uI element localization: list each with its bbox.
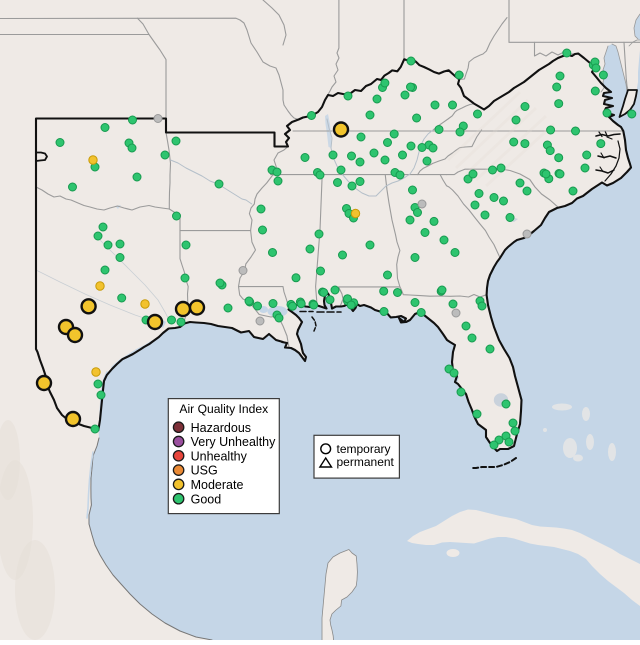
- svg-text:USG: USG: [191, 464, 218, 478]
- svg-text:Moderate: Moderate: [191, 478, 244, 492]
- svg-text:temporary: temporary: [337, 442, 391, 456]
- svg-text:Very Unhealthy: Very Unhealthy: [191, 435, 277, 449]
- svg-text:permanent: permanent: [337, 455, 395, 469]
- svg-text:Air Quality Index: Air Quality Index: [179, 402, 268, 416]
- svg-text:Unhealthy: Unhealthy: [191, 449, 248, 463]
- svg-text:Good: Good: [191, 492, 222, 506]
- svg-text:Hazardous: Hazardous: [191, 421, 251, 435]
